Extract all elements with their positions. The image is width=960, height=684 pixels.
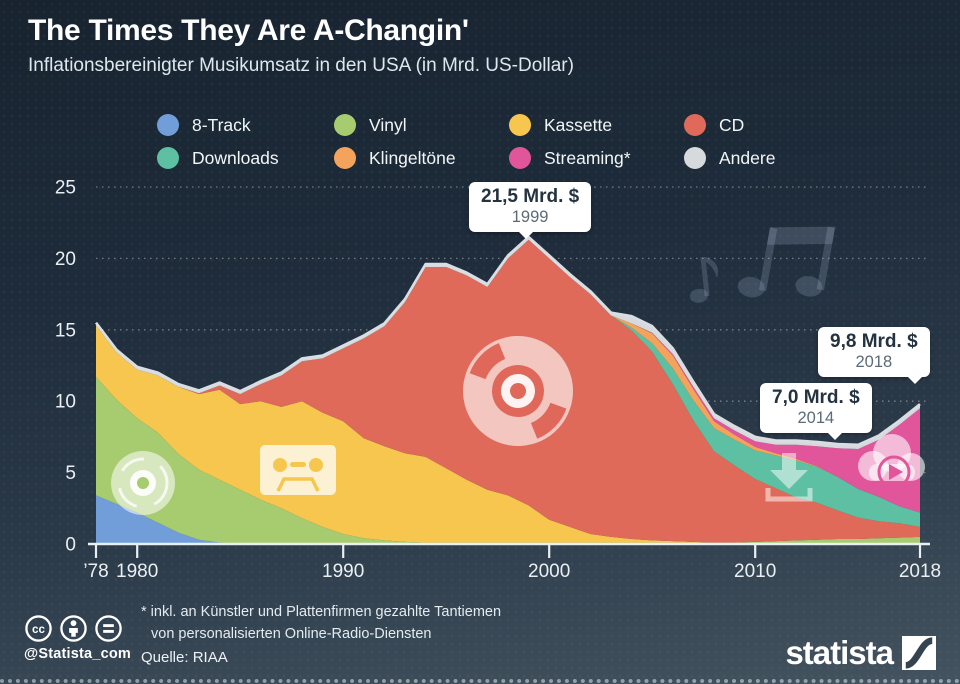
axes: ’78 1980 1990 2000 2010 2018 0 5 10 15 20 25 bbox=[55, 178, 941, 583]
statista-logo-icon bbox=[902, 636, 936, 670]
cc-license-block: cc @Statista_com bbox=[24, 614, 131, 662]
y-tick-label: 20 bbox=[55, 249, 76, 270]
callout-year: 2014 bbox=[797, 409, 835, 427]
footnote-line1: * inkl. an Künstler und Plattenfirmen ge… bbox=[141, 604, 502, 620]
x-tick-label: ’78 bbox=[83, 561, 108, 582]
legend-swatch-vinyl bbox=[334, 114, 356, 136]
x-tick-label: 2000 bbox=[528, 561, 570, 582]
legend-swatch-8-track bbox=[157, 114, 179, 136]
total-outline bbox=[94, 235, 921, 447]
callout-value: 7,0 Mrd. $ bbox=[772, 387, 860, 408]
legend-label-andere: Andere bbox=[719, 147, 776, 168]
cassette-icon bbox=[260, 445, 336, 495]
y-tick-label: 25 bbox=[55, 178, 76, 199]
legend-swatch-andere bbox=[684, 147, 706, 169]
legend-item-8-track: 8-Track bbox=[157, 113, 251, 137]
page-title: The Times They Are A-Changin' bbox=[28, 14, 469, 47]
legend-swatch-streaming bbox=[509, 147, 531, 169]
x-tick-label: 2018 bbox=[899, 561, 941, 582]
x-tick-label: 1980 bbox=[116, 561, 158, 582]
y-tick-label: 0 bbox=[65, 535, 76, 556]
area-8-Track bbox=[96, 495, 920, 544]
cc-icon: cc bbox=[25, 615, 52, 642]
footnote-line2: von personalisierten Online-Radio-Dienst… bbox=[151, 626, 432, 643]
statista-logo-text: statista bbox=[785, 634, 894, 671]
callout-2014: 7,0 Mrd. $ 2014 bbox=[760, 383, 872, 440]
attribution-icon bbox=[60, 615, 87, 642]
legend-swatch-downloads bbox=[157, 147, 179, 169]
legend-item-andere: Andere bbox=[684, 146, 775, 170]
callout-value: 9,8 Mrd. $ bbox=[830, 331, 918, 352]
legend-label-downloads: Downloads bbox=[192, 147, 279, 168]
callout-pointer bbox=[517, 230, 535, 248]
legend-item-kassette: Kassette bbox=[509, 113, 612, 137]
format-ghost-icons bbox=[111, 336, 925, 515]
legend-label-8-track: 8-Track bbox=[192, 114, 251, 135]
vinyl-record-icon bbox=[111, 451, 175, 515]
x-tick-label: 1990 bbox=[322, 561, 364, 582]
legend-swatch-cd bbox=[684, 114, 706, 136]
area-Vinyl bbox=[96, 376, 920, 544]
y-tick-label: 15 bbox=[55, 320, 76, 341]
callout-2018: 9,8 Mrd. $ 2018 bbox=[818, 327, 930, 384]
legend-item-cd: CD bbox=[684, 113, 744, 137]
legend-label-cd: CD bbox=[719, 114, 745, 135]
statista-handle: @Statista_com bbox=[24, 646, 131, 662]
legend-swatch-klingeltoene bbox=[334, 147, 356, 169]
total-line bbox=[94, 235, 921, 447]
legend-label-vinyl: Vinyl bbox=[369, 114, 407, 135]
statista-logo: statista bbox=[785, 634, 936, 672]
music-notes-icon bbox=[689, 226, 836, 303]
legend-item-vinyl: Vinyl bbox=[334, 113, 407, 137]
legend-item-downloads: Downloads bbox=[157, 146, 279, 170]
bottom-border bbox=[0, 679, 960, 683]
x-tick-label: 2010 bbox=[734, 561, 776, 582]
callout-year: 1999 bbox=[511, 208, 549, 226]
legend-swatch-kassette bbox=[509, 114, 531, 136]
legend-label-klingeltoene: Klingeltöne bbox=[369, 147, 456, 168]
footnote: * inkl. an Künstler und Plattenfirmen ge… bbox=[141, 601, 501, 646]
callout-1999: 21,5 Mrd. $ 1999 bbox=[469, 182, 592, 239]
legend-item-klingeltoene: Klingeltöne bbox=[334, 146, 456, 170]
legend-item-streaming: Streaming* bbox=[509, 146, 631, 170]
header: The Times They Are A-Changin' Inflations… bbox=[28, 14, 574, 77]
source-label: Quelle: RIAA bbox=[141, 649, 228, 666]
callout-year: 2018 bbox=[855, 353, 893, 371]
area-Downloads bbox=[96, 239, 920, 527]
callout-pointer bbox=[826, 431, 844, 449]
callout-value: 21,5 Mrd. $ bbox=[481, 186, 580, 207]
svg-text:cc: cc bbox=[32, 623, 45, 636]
streaming-cloud-icon bbox=[858, 434, 925, 489]
download-icon bbox=[765, 453, 813, 502]
callout-pointer bbox=[906, 375, 924, 393]
y-tick-label: 10 bbox=[55, 392, 76, 413]
equal-icon bbox=[95, 615, 122, 642]
y-tick-label: 5 bbox=[65, 463, 76, 484]
cd-icon bbox=[463, 336, 573, 446]
legend-label-kassette: Kassette bbox=[544, 114, 613, 135]
page-subtitle: Inflationsbereinigter Musikumsatz in den… bbox=[28, 55, 574, 76]
legend-label-streaming: Streaming* bbox=[544, 147, 631, 168]
